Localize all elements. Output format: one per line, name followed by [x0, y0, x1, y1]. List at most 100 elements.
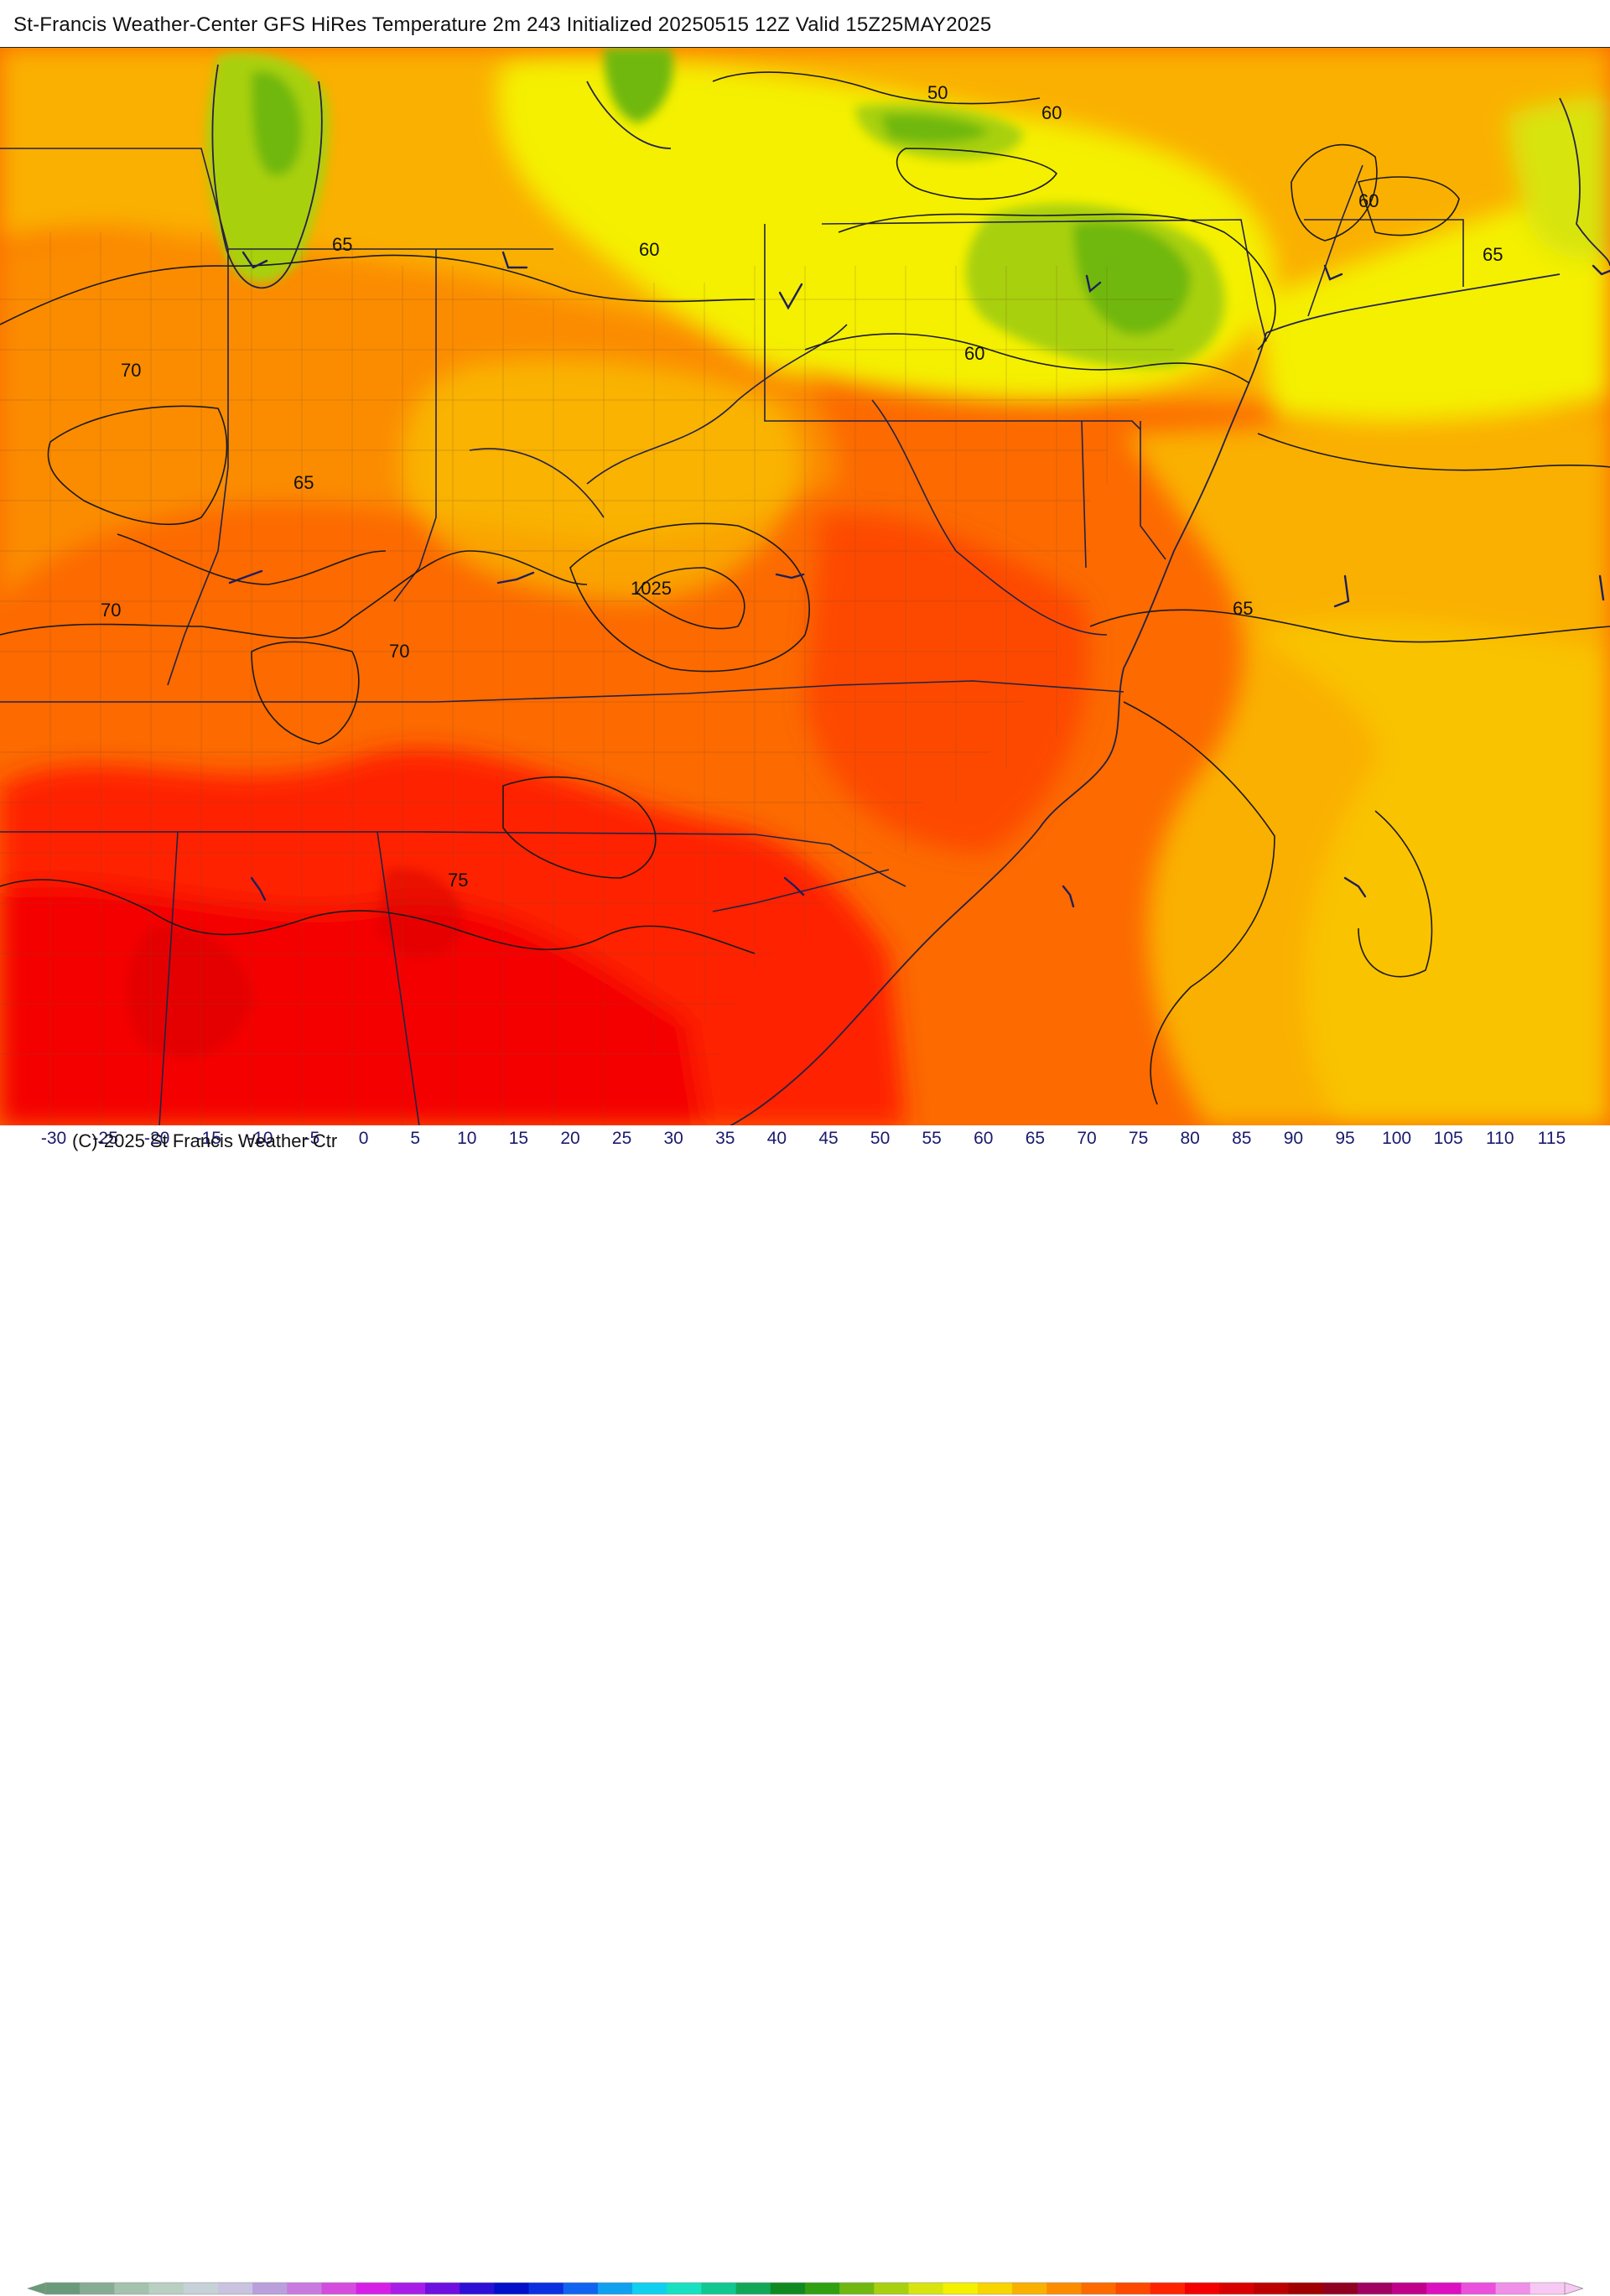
scale-swatch	[287, 2283, 322, 2294]
scale-tick-label: 80	[1180, 1129, 1200, 1148]
scale-swatch	[114, 2283, 150, 2294]
scale-ticks: -30 -25 -20 -15 -10 -5 0 5 10 15 20 25 30 35 40 45 50 55 6…	[0, 1129, 1610, 1151]
scale-swatch	[356, 2283, 392, 2294]
scale-tick-label: 115	[1537, 1129, 1566, 1148]
scale-tick-label: -5	[304, 1129, 320, 1148]
wind-barb-icon	[775, 573, 805, 579]
state-boundaries	[0, 148, 1464, 1126]
color-scale-bar	[27, 2282, 1583, 2295]
scale-swatch	[874, 2283, 910, 2294]
scale-tick-label: 110	[1486, 1129, 1514, 1148]
wind-barbs	[228, 251, 1610, 908]
weather-map: 50 60 60 60 60 65 65 65 65 70 70 70 75 1…	[0, 47, 1610, 1127]
scale-swatch	[701, 2283, 737, 2294]
scale-swatch	[80, 2283, 115, 2294]
scale-swatch	[1357, 2283, 1393, 2294]
scale-swatch	[667, 2283, 702, 2294]
wind-barb-icon	[242, 251, 268, 269]
scale-arrow-left-icon	[27, 2283, 45, 2294]
scale-swatch	[148, 2283, 184, 2294]
wind-barb-icon	[250, 876, 267, 901]
scale-swatch	[1115, 2283, 1151, 2294]
scale-swatch	[1495, 2283, 1531, 2294]
scale-tick-label: 25	[611, 1129, 632, 1148]
scale-swatch	[632, 2283, 667, 2294]
contour-label: 50	[927, 82, 948, 103]
scale-swatch	[425, 2283, 460, 2294]
scale-swatch	[1322, 2283, 1358, 2294]
contour-label: 70	[389, 641, 409, 662]
contour-label: 60	[1041, 102, 1062, 123]
scale-tick-label: 100	[1382, 1129, 1412, 1148]
scale-tick-label: 55	[922, 1129, 942, 1148]
wind-barb-icon	[1343, 876, 1367, 898]
scale-swatch	[1530, 2283, 1566, 2294]
scale-tick-label: 85	[1232, 1129, 1252, 1148]
scale-tick-label: 20	[560, 1129, 580, 1148]
scale-swatch	[1046, 2283, 1082, 2294]
scale-swatch	[528, 2283, 564, 2294]
scale-tick-label: 30	[663, 1129, 683, 1148]
contour-label: 65	[332, 234, 352, 255]
wind-barb-icon	[496, 571, 535, 584]
scale-swatch	[1185, 2283, 1220, 2294]
scale-swatch	[1288, 2283, 1324, 2294]
scale-tick-label: 105	[1433, 1129, 1463, 1148]
contour-label: 60	[639, 239, 659, 260]
scale-swatch	[252, 2283, 288, 2294]
scale-tick-label: 45	[818, 1129, 839, 1148]
scale-swatch	[977, 2283, 1013, 2294]
contour-label: 1025	[631, 578, 672, 599]
wind-barb-icon	[228, 569, 263, 584]
wind-barb-icon	[1062, 885, 1075, 908]
scale-tick-label: 5	[410, 1129, 421, 1148]
scale-swatch	[943, 2283, 979, 2294]
scale-swatch	[460, 2283, 495, 2294]
wind-barb-icon	[778, 283, 803, 310]
scale-tick-label: 0	[358, 1129, 369, 1148]
contours	[0, 71, 1610, 1105]
scale-tick-label: 50	[870, 1129, 891, 1148]
contour-label: 65	[293, 472, 314, 493]
contour-labels: 50 60 60 60 60 65 65 65 65 70 70 70 75 1…	[101, 82, 1503, 891]
scale-tick-label: 65	[1025, 1129, 1046, 1148]
scale-swatch	[494, 2283, 530, 2294]
scale-tick-label: 90	[1283, 1129, 1304, 1148]
scale-swatch	[1461, 2283, 1497, 2294]
wind-barb-icon	[1592, 264, 1610, 276]
scale-swatch	[805, 2283, 840, 2294]
scale-tick-label: 75	[1128, 1129, 1149, 1148]
title-bar: St-Francis Weather-Center GFS HiRes Temp…	[0, 0, 1610, 47]
scale-tick-label: 15	[508, 1129, 529, 1148]
wind-barb-icon	[1085, 274, 1102, 293]
scale-tick-label: 10	[457, 1129, 477, 1148]
page-title: St-Francis Weather-Center GFS HiRes Temp…	[13, 13, 992, 36]
scale-tick-label: 95	[1335, 1129, 1355, 1148]
wind-barb-icon	[1333, 574, 1350, 608]
scale-tick-label: -15	[195, 1129, 221, 1148]
scale-swatch	[1254, 2283, 1290, 2294]
scale-swatch	[45, 2283, 80, 2294]
scale-swatch	[1150, 2283, 1186, 2294]
scale-tick-label: -25	[92, 1129, 118, 1148]
wind-barb-icon	[1598, 574, 1605, 601]
contour-label: 75	[448, 870, 468, 891]
wind-barb-icon	[1323, 264, 1343, 281]
scale-swatch	[839, 2283, 875, 2294]
scale-swatch	[1081, 2283, 1117, 2294]
scale-swatch	[183, 2283, 219, 2294]
scale-swatch	[390, 2283, 426, 2294]
scale-tick-label: -10	[247, 1129, 273, 1148]
contour-label: 70	[101, 600, 121, 621]
scale-swatch	[770, 2283, 806, 2294]
scale-swatch	[1426, 2283, 1462, 2294]
map-canvas: 50 60 60 60 60 65 65 65 65 70 70 70 75 1…	[0, 48, 1610, 1126]
scale-tick-label: -30	[40, 1129, 67, 1148]
scale-tick-label: 40	[766, 1129, 787, 1148]
scale-tick-label: -20	[144, 1129, 170, 1148]
scale-arrow-right-icon	[1564, 2282, 1583, 2295]
scale-swatch	[1219, 2283, 1254, 2294]
scale-tick-label: 60	[974, 1129, 994, 1148]
copyright-text: (C)-2025 St Francis Weather Ctr	[72, 1130, 338, 1151]
contour-label: 65	[1483, 244, 1503, 265]
